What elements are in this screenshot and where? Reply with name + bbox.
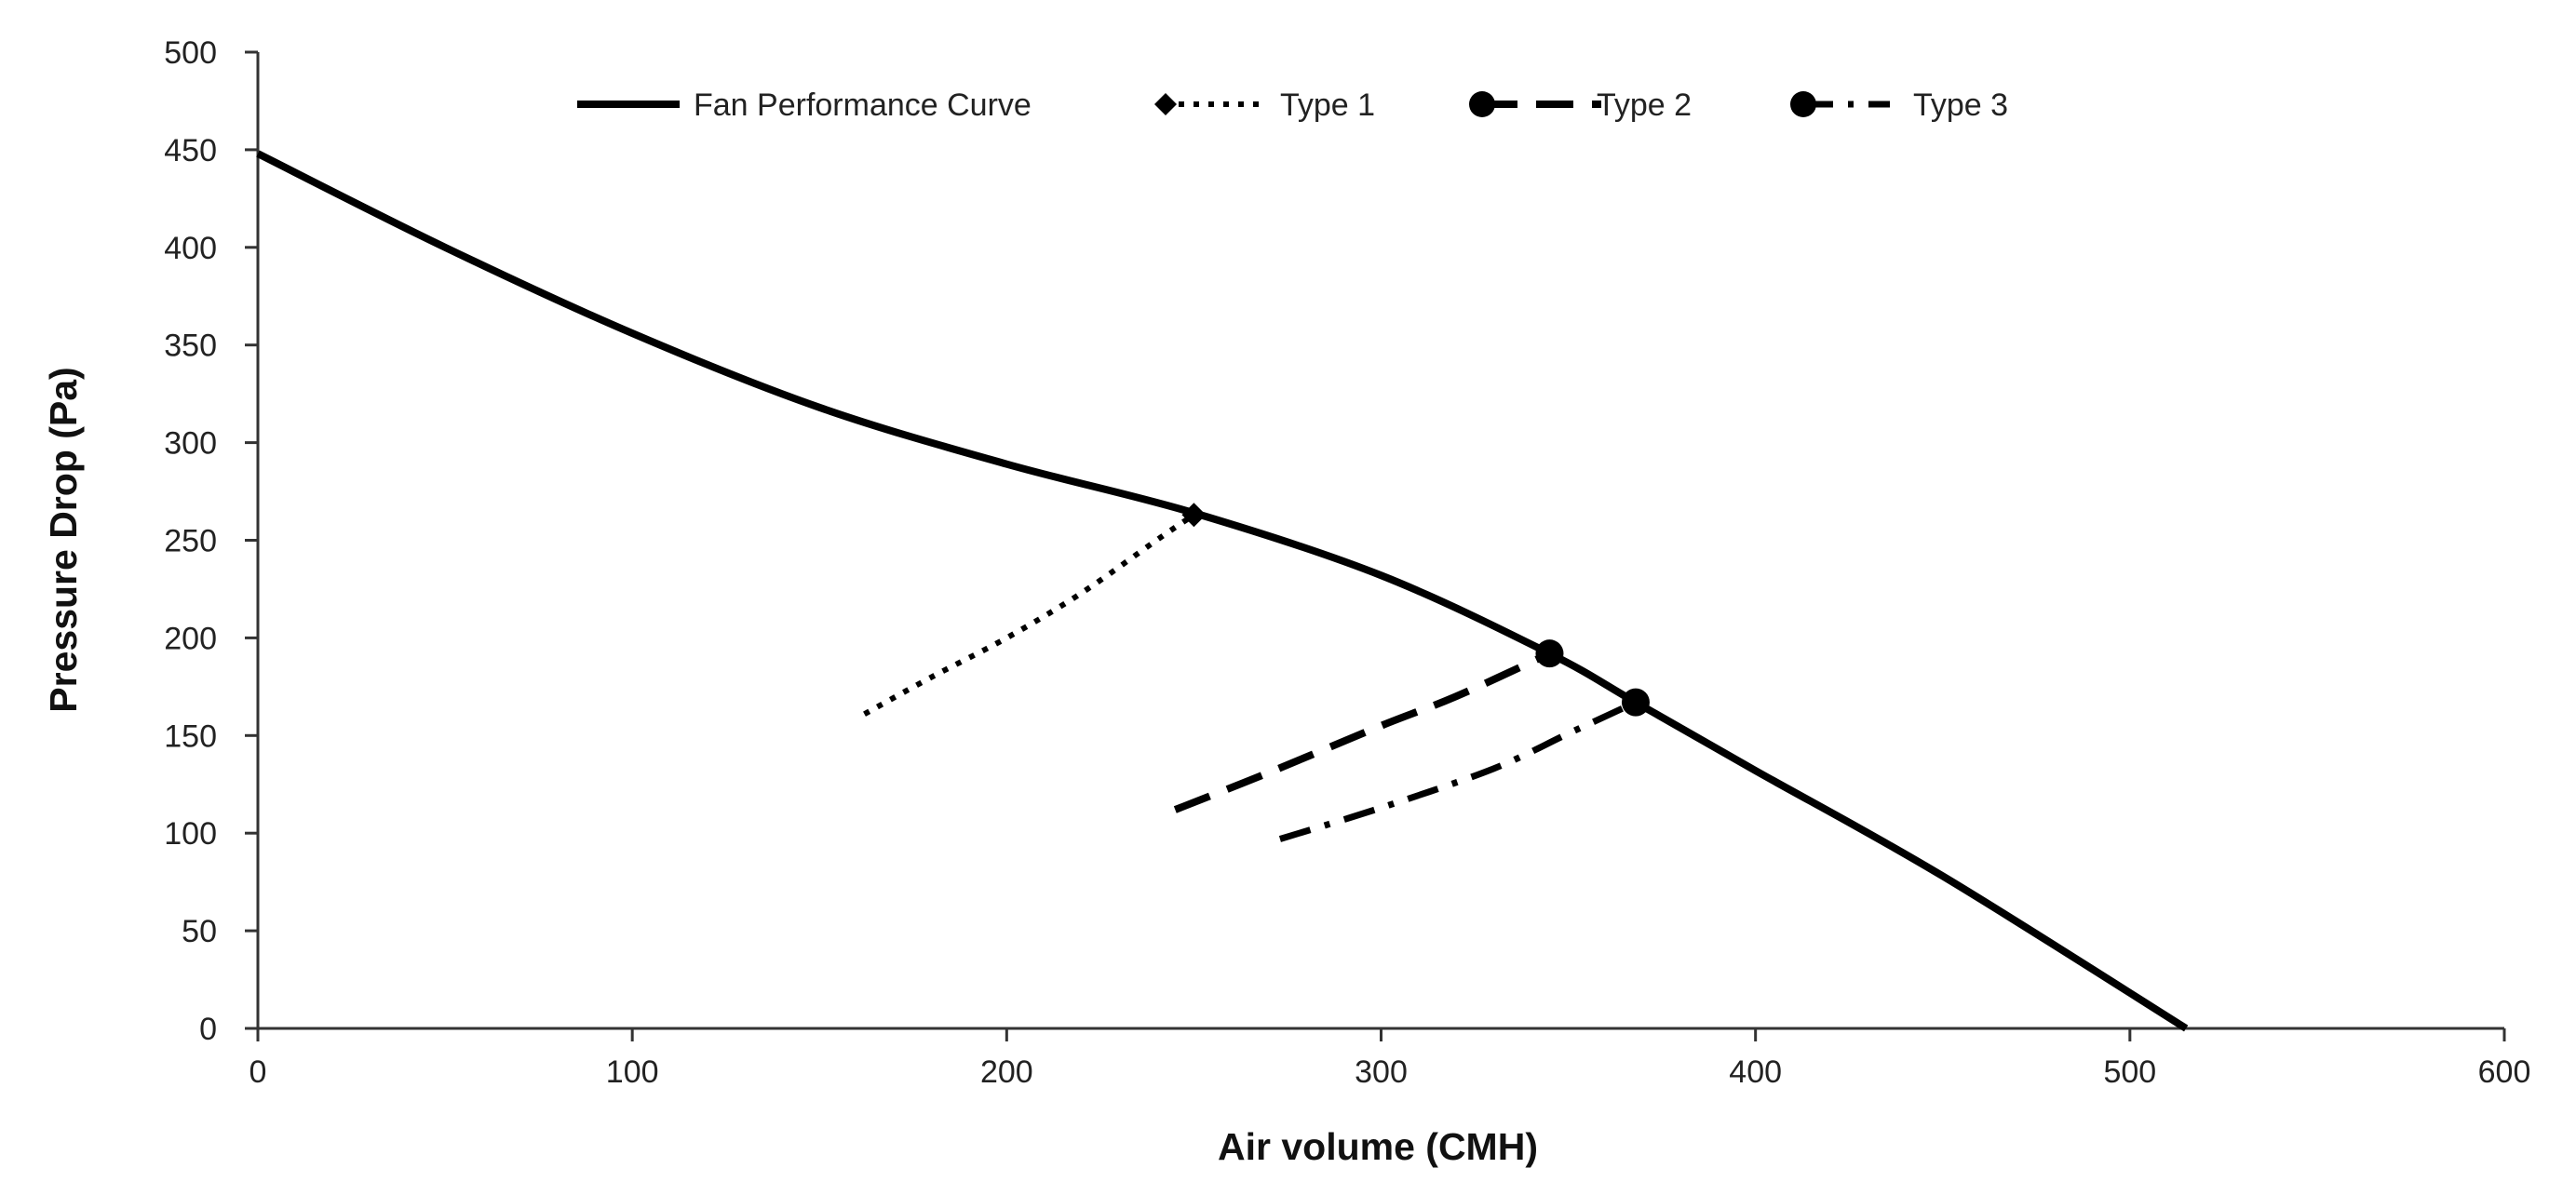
legend-label: Type 3 xyxy=(1913,87,2008,123)
series-line xyxy=(1173,650,1552,813)
x-tick-label: 500 xyxy=(2103,1054,2156,1090)
x-tick-label: 0 xyxy=(250,1054,267,1090)
y-tick-label: 150 xyxy=(164,718,217,754)
series-type-1 xyxy=(863,503,1207,717)
x-tick-label: 400 xyxy=(1729,1054,1782,1090)
legend-marker xyxy=(1469,91,1495,117)
legend-marker xyxy=(1790,91,1816,117)
x-tick-label: 200 xyxy=(980,1054,1033,1090)
legend-item: Type 3 xyxy=(1790,87,2008,123)
series-fan-performance-curve xyxy=(256,150,2189,1032)
series-line xyxy=(256,150,2189,1032)
series-marker xyxy=(1181,503,1207,528)
series-type-3 xyxy=(1278,688,1650,842)
y-axis-title: Pressure Drop (Pa) xyxy=(42,367,85,712)
y-tick-label: 0 xyxy=(199,1012,217,1047)
x-axis-title: Air volume (CMH) xyxy=(1218,1125,1538,1168)
legend-marker xyxy=(1154,93,1177,115)
series-marker xyxy=(1621,688,1650,717)
series-type-2 xyxy=(1173,639,1564,813)
y-tick-label: 100 xyxy=(164,816,217,852)
series-line xyxy=(863,512,1196,717)
y-tick-label: 500 xyxy=(164,35,217,71)
axes: 0 50 100 150 200 250 300 350 400 450 500 0 100 200 300… xyxy=(164,35,2530,1090)
x-tick-label: 600 xyxy=(2478,1054,2531,1090)
legend-label: Type 2 xyxy=(1597,87,1692,123)
y-tick-label: 400 xyxy=(164,231,217,266)
legend-label: Fan Performance Curve xyxy=(694,87,1032,123)
legend-item: Type 1 xyxy=(1154,87,1375,123)
y-tick-label: 200 xyxy=(164,621,217,656)
y-tick-label: 450 xyxy=(164,133,217,168)
legend-item: Type 2 xyxy=(1469,87,1692,123)
x-tick-label: 300 xyxy=(1355,1054,1408,1090)
y-tick-label: 250 xyxy=(164,524,217,559)
legend: Fan Performance Curve Type 1 Type 2 Type 3 xyxy=(577,87,2008,123)
legend-item: Fan Performance Curve xyxy=(577,87,1032,123)
series-line xyxy=(1278,699,1638,842)
y-tick-label: 300 xyxy=(164,426,217,462)
x-tick-label: 100 xyxy=(606,1054,659,1090)
y-tick-label: 350 xyxy=(164,329,217,364)
series-marker xyxy=(1535,639,1564,668)
y-tick-label: 50 xyxy=(182,914,217,949)
legend-label: Type 1 xyxy=(1280,87,1375,123)
plot-series xyxy=(256,150,2189,1032)
